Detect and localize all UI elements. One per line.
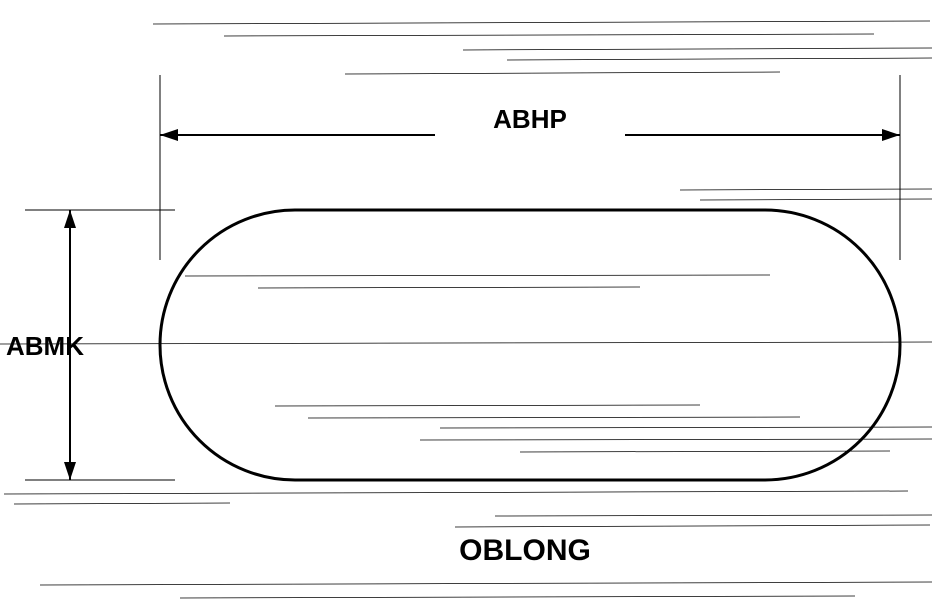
canvas-background	[0, 0, 934, 611]
height-dim-label: ABMK	[6, 331, 84, 361]
width-dim-label: ABHP	[493, 104, 567, 134]
shape-title: OBLONG	[459, 534, 591, 567]
